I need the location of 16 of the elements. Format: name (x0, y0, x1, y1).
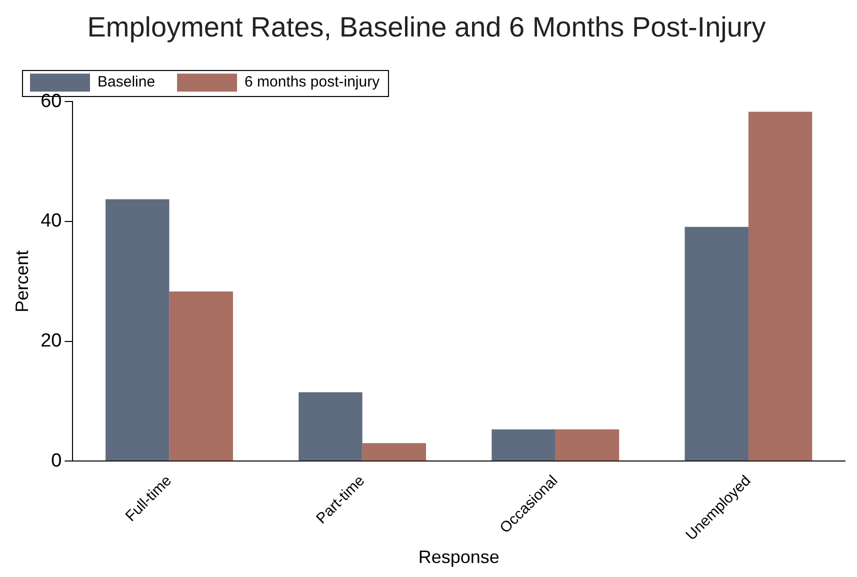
chart-title: Employment Rates, Baseline and 6 Months Post-Injury (87, 12, 766, 43)
bar (492, 429, 556, 461)
x-axis-title: Response (418, 547, 500, 568)
y-axis-title: Percent (12, 250, 32, 312)
legend-label: 6 months post-injury (244, 74, 380, 91)
y-tick-label: 40 (40, 210, 62, 232)
bar (748, 112, 812, 461)
bar (169, 292, 233, 461)
bar (298, 392, 362, 461)
bar (362, 443, 426, 461)
y-tick-label: 20 (40, 330, 62, 352)
legend-label: Baseline (98, 74, 156, 91)
bar (106, 199, 170, 461)
y-tick-label: 0 (51, 450, 62, 472)
bar (555, 429, 620, 461)
bar (684, 226, 748, 461)
